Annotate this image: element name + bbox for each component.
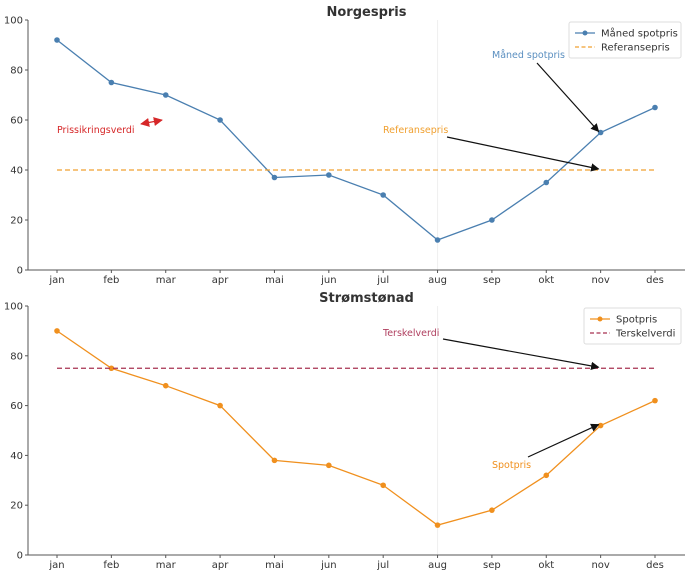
y-tick-label: 20 <box>10 501 23 512</box>
data-point <box>543 472 550 479</box>
data-point <box>326 172 332 178</box>
y-tick-label: 60 <box>10 116 23 127</box>
y-tick-label: 40 <box>10 166 23 177</box>
data-point <box>543 179 550 186</box>
y-tick-label: 100 <box>4 16 23 27</box>
data-point <box>652 104 658 111</box>
data-point <box>380 192 386 198</box>
legend-label: Referansepris <box>601 43 670 54</box>
chart-title: Strømstønad <box>319 291 414 306</box>
data-point <box>108 365 115 372</box>
x-tick-label: jul <box>376 275 389 286</box>
x-tick-label: aug <box>428 275 447 286</box>
annotation-label: Måned spotpris <box>492 50 565 61</box>
annotation-label: Terskelverdi <box>382 328 439 339</box>
x-tick-label: okt <box>538 560 554 571</box>
x-tick-label: jan <box>48 275 64 286</box>
data-point <box>271 174 278 181</box>
x-tick-label: nov <box>591 560 609 571</box>
chart-panel-1: Norgespris 0 20 40 60 80 100 jan feb mar apr mai jun… <box>4 5 685 286</box>
x-tick-label: aug <box>428 560 447 571</box>
y-tick-label: 60 <box>10 401 23 412</box>
data-point <box>597 129 604 136</box>
data-point <box>652 397 658 404</box>
x-tick-label: feb <box>103 560 119 571</box>
x-tick-label: feb <box>103 275 119 286</box>
data-point <box>489 507 495 513</box>
annotation-arrow <box>527 423 600 458</box>
x-tick-label: des <box>646 275 664 286</box>
x-tick-label: mai <box>265 560 284 571</box>
data-point <box>380 482 386 489</box>
data-point <box>434 522 441 528</box>
annotation-arrow <box>446 136 600 172</box>
legend-box <box>583 307 682 345</box>
y-tick-label: 40 <box>10 451 23 462</box>
series-line-måned-spotpris <box>56 39 656 241</box>
series-line-spotpris <box>56 330 656 526</box>
data-point <box>434 237 441 243</box>
x-tick-label: sep <box>483 560 501 571</box>
x-tick-label: sep <box>483 275 501 286</box>
chart-panel-2: Strømstønad 0 20 40 60 80 100 jan feb mar apr mai ju… <box>4 291 685 571</box>
data-point <box>217 117 223 123</box>
data-point <box>217 402 223 409</box>
y-tick-label: 80 <box>10 351 23 362</box>
y-tick-label: 0 <box>17 266 23 277</box>
y-tick-label: 80 <box>10 66 23 77</box>
x-tick-label: apr <box>212 275 229 286</box>
chart-title: Norgespris <box>327 5 407 20</box>
x-tick-label: des <box>646 560 664 571</box>
annotation-arrow <box>442 338 600 371</box>
legend-marker <box>582 30 588 36</box>
data-point <box>597 422 604 429</box>
data-point <box>326 462 332 469</box>
data-point <box>489 217 495 223</box>
x-tick-label: apr <box>212 560 229 571</box>
x-tick-label: jul <box>376 560 389 571</box>
legend-label: Måned spotpris <box>601 27 678 40</box>
annotation-label: Prissikringsverdi <box>57 125 135 136</box>
data-point <box>108 79 115 86</box>
data-point <box>54 328 60 334</box>
data-point <box>162 92 169 98</box>
legend-marker <box>597 316 603 322</box>
data-point <box>162 382 169 389</box>
y-tick-label: 100 <box>4 302 23 313</box>
x-tick-label: nov <box>591 275 609 286</box>
legend-box <box>568 21 682 59</box>
x-tick-label: jun <box>320 275 336 286</box>
data-point <box>271 457 278 464</box>
x-tick-label: okt <box>538 275 554 286</box>
annotation-label: Referansepris <box>383 125 448 136</box>
legend-label: Spotpris <box>616 315 657 326</box>
x-tick-label: jan <box>48 560 64 571</box>
x-tick-label: mar <box>156 560 177 571</box>
x-tick-label: mai <box>265 275 284 286</box>
data-point <box>54 37 60 43</box>
annotation-arrow <box>140 117 163 127</box>
x-tick-label: jun <box>320 560 336 571</box>
y-tick-label: 20 <box>10 216 23 227</box>
x-tick-label: mar <box>156 275 177 286</box>
annotation-label: Spotpris <box>492 460 531 471</box>
legend-label: Terskelverdi <box>615 329 675 340</box>
annotation-arrow <box>536 62 600 133</box>
y-tick-label: 0 <box>17 551 23 562</box>
